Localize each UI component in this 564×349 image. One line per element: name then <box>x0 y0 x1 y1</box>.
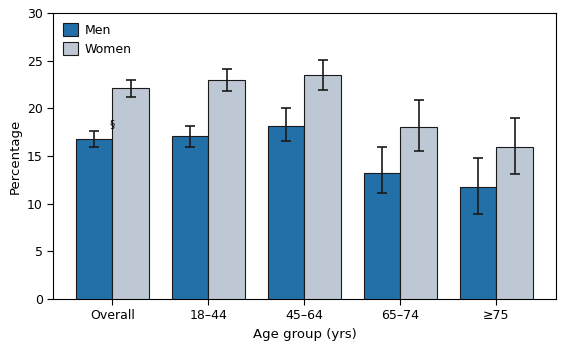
Y-axis label: Percentage: Percentage <box>8 118 21 194</box>
Bar <box>112 89 149 299</box>
Bar <box>496 147 533 299</box>
Bar <box>460 187 496 299</box>
Text: §: § <box>109 119 115 129</box>
X-axis label: Age group (yrs): Age group (yrs) <box>253 328 356 341</box>
Legend: Men, Women: Men, Women <box>59 20 135 59</box>
Bar <box>305 75 341 299</box>
Bar <box>209 80 245 299</box>
Bar <box>76 139 112 299</box>
Bar <box>400 127 437 299</box>
Bar <box>268 126 305 299</box>
Bar <box>364 173 400 299</box>
Bar <box>172 136 209 299</box>
